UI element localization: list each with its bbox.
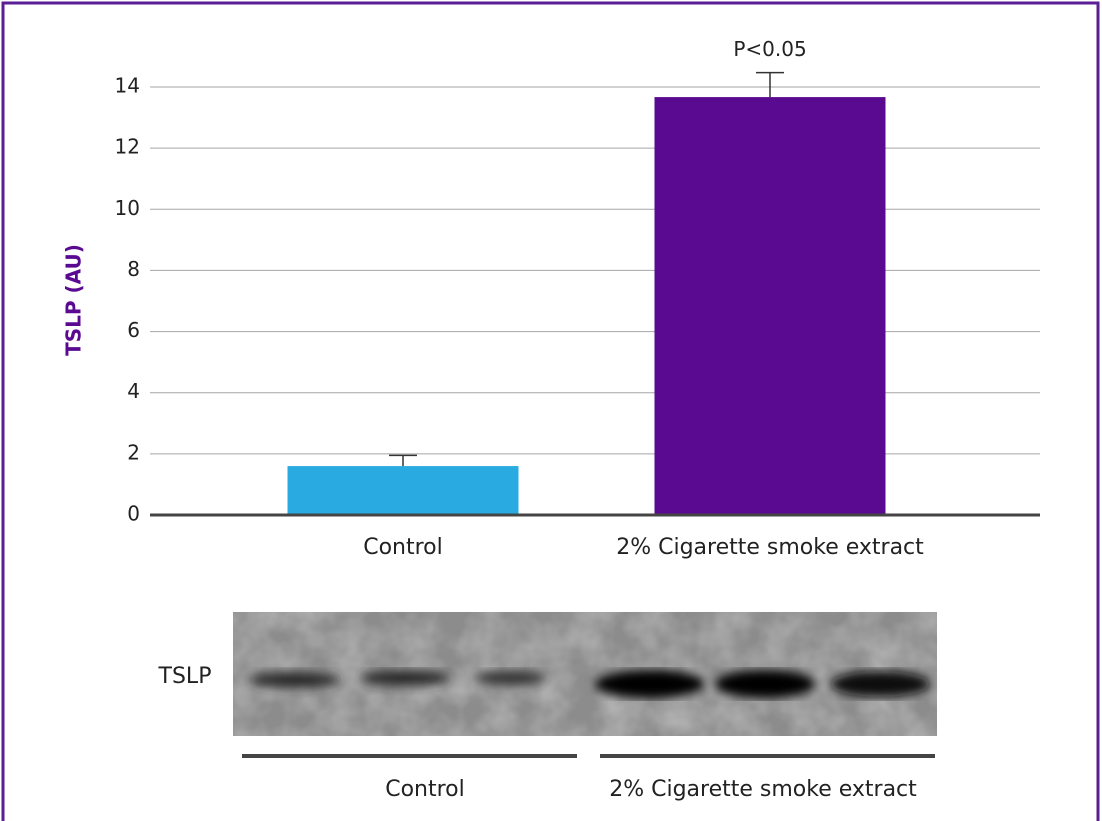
blot-group-label: Control (385, 777, 465, 802)
bar (287, 466, 519, 515)
y-axis-label: TSLP (AU) (62, 244, 86, 356)
x-tick-label: Control (363, 535, 443, 560)
x-tick-label: 2% Cigarette smoke extract (616, 535, 924, 560)
y-tick-label: 6 (127, 318, 140, 342)
y-tick-label: 12 (115, 135, 140, 159)
blot-group-label: 2% Cigarette smoke extract (609, 777, 917, 802)
blot-bands (250, 670, 930, 698)
blot-texture (233, 612, 937, 736)
y-tick-label: 2 (127, 440, 140, 464)
y-tick-label: 4 (127, 379, 140, 403)
y-tick-label: 0 (127, 502, 140, 526)
bar (654, 97, 886, 516)
y-tick-label: 14 (115, 74, 140, 98)
error-bar (756, 71, 784, 98)
western-blot (233, 612, 937, 736)
y-tick-label: 10 (115, 196, 140, 220)
error-bar (389, 454, 417, 467)
y-tick-label: 8 (127, 257, 140, 281)
annotation: P<0.05 (733, 37, 806, 61)
blot-label: TSLP (158, 664, 212, 689)
